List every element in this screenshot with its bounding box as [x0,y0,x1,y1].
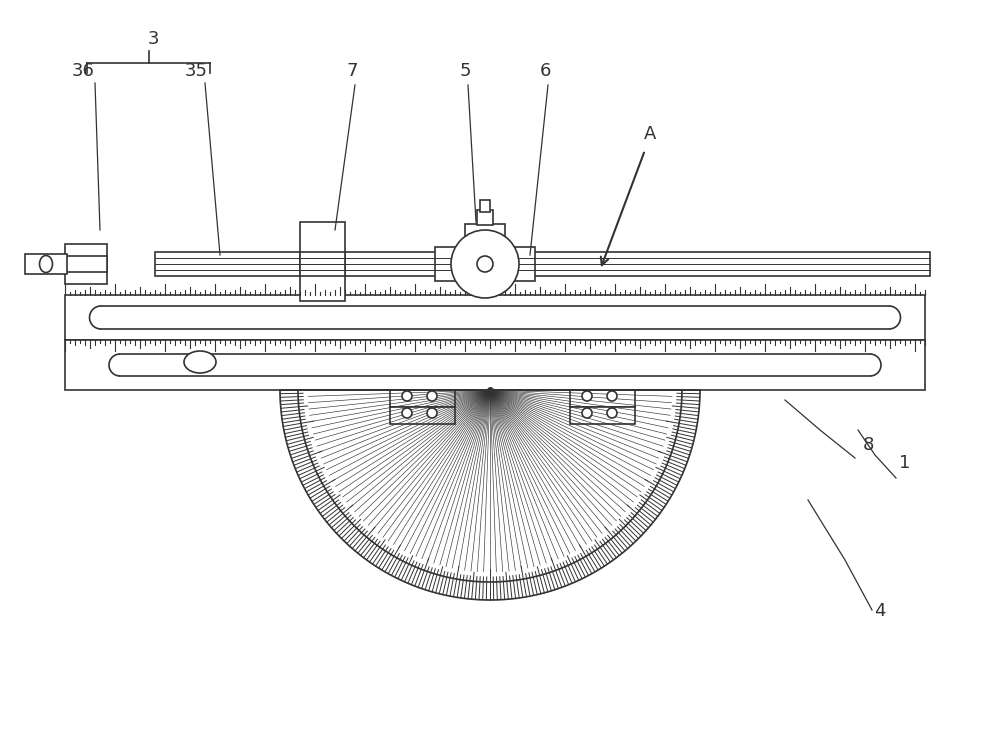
Text: 3: 3 [148,30,159,48]
Text: A: A [644,125,656,143]
Bar [300,222,345,301]
Bar [570,407,635,424]
Bar [65,256,107,272]
Bar [570,390,635,407]
Bar [390,390,455,407]
Bar [480,200,490,212]
Text: 6: 6 [539,62,551,80]
Circle shape [402,391,412,401]
Bar [25,254,67,274]
Text: 1: 1 [899,454,911,472]
Ellipse shape [184,351,216,373]
Text: 4: 4 [874,602,886,620]
Circle shape [402,408,412,418]
Text: 5: 5 [459,62,471,80]
Circle shape [607,391,617,401]
Bar [465,224,505,244]
Bar [65,295,925,340]
Text: 8: 8 [862,436,874,454]
Ellipse shape [40,256,52,272]
Bar [472,251,498,277]
Circle shape [427,408,437,418]
Bar [155,252,930,276]
Bar [435,247,535,281]
Text: 36: 36 [72,62,94,80]
Circle shape [582,391,592,401]
Circle shape [477,256,493,272]
Bar [65,244,107,284]
Bar [477,210,493,225]
Circle shape [451,230,519,298]
Circle shape [427,391,437,401]
Text: 7: 7 [346,62,358,80]
Bar [300,252,345,276]
Bar [65,340,925,390]
Circle shape [582,408,592,418]
Bar [390,407,455,424]
Circle shape [607,408,617,418]
Text: 35: 35 [184,62,208,80]
